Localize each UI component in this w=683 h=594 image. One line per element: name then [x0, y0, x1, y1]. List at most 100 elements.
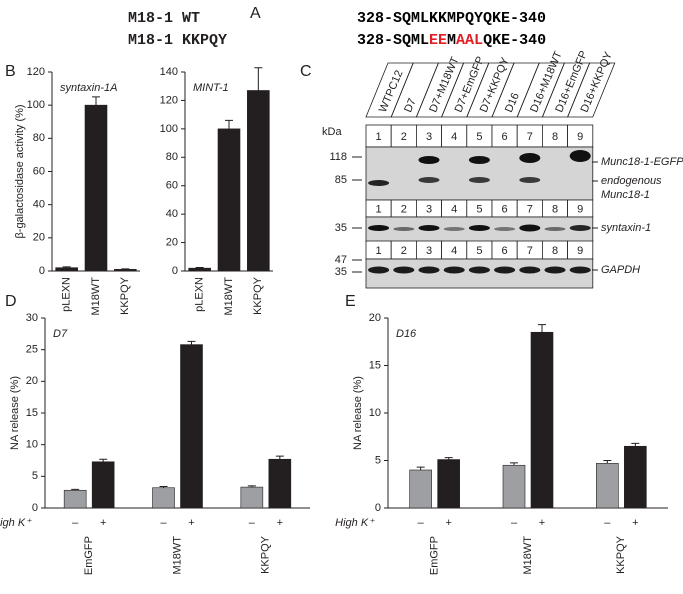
- bar: [84, 104, 108, 272]
- band-label: endogenous: [601, 175, 662, 187]
- error-bar: [195, 266, 204, 269]
- band: [443, 227, 465, 231]
- lane-number: 9: [577, 203, 583, 215]
- panel-label: E: [345, 293, 356, 310]
- band: [468, 156, 490, 164]
- series-label: –: [72, 517, 79, 529]
- x-tick-label: M18WT: [223, 277, 235, 316]
- panel-label: C: [300, 63, 312, 80]
- construct-name: M18-1 KKPQY: [128, 32, 227, 49]
- band: [544, 227, 566, 231]
- y-tick-label: 40: [33, 199, 45, 211]
- bar: [152, 487, 175, 509]
- bar: [596, 463, 619, 509]
- band-label: Munc18-1-EGFP: [601, 156, 683, 168]
- x-tick-label: KKPQY: [119, 276, 131, 315]
- lane-number: 7: [527, 245, 533, 257]
- lane-number: 3: [426, 203, 432, 215]
- sequence: 328-SQMLKKMPQYQKE-340: [357, 10, 546, 27]
- series-title: High K⁺: [0, 517, 32, 529]
- lane-number: 1: [376, 245, 382, 257]
- y-tick-label: 5: [375, 454, 381, 466]
- y-axis-label: β-galactosidase activity (%): [14, 104, 26, 238]
- y-tick-label: 0: [375, 502, 381, 514]
- y-tick-label: 25: [26, 344, 38, 356]
- band-label: syntaxin-1: [601, 222, 651, 234]
- lane-number: 2: [401, 131, 407, 143]
- lane-number: 3: [426, 245, 432, 257]
- y-tick-label: 120: [27, 66, 45, 78]
- unit-label: kDa: [322, 126, 342, 138]
- error-bar: [247, 485, 256, 488]
- band: [418, 266, 440, 274]
- x-tick-label: KKPQY: [252, 276, 264, 315]
- lane-number: 9: [577, 245, 583, 257]
- chart-title: D16: [396, 328, 417, 340]
- band: [418, 177, 440, 183]
- error-bar: [416, 466, 425, 470]
- band: [368, 225, 390, 231]
- error-bar: [603, 460, 612, 464]
- blot: [365, 146, 594, 201]
- band: [569, 150, 591, 162]
- error-bar: [444, 457, 453, 460]
- lane-number: 9: [577, 131, 583, 143]
- bar: [55, 267, 78, 272]
- lane-number: 7: [527, 203, 533, 215]
- error-bar: [538, 324, 546, 333]
- y-tick-label: 10: [26, 439, 38, 451]
- bar: [188, 267, 211, 272]
- lane-label: D7: [402, 97, 419, 115]
- y-tick-label: 20: [26, 375, 38, 387]
- band: [494, 266, 516, 274]
- x-tick-label: pLEXN: [61, 277, 73, 312]
- y-tick-label: 80: [166, 151, 178, 163]
- y-tick-label: 40: [166, 208, 178, 220]
- error-bar: [62, 266, 71, 268]
- error-bar: [254, 67, 263, 91]
- y-tick-label: 15: [26, 407, 38, 419]
- panel-label: B: [5, 63, 16, 80]
- bar: [530, 331, 554, 509]
- series-label: –: [249, 517, 256, 529]
- error-bar: [99, 458, 108, 462]
- lane-number: 6: [502, 245, 508, 257]
- marker-label: 85: [335, 174, 347, 186]
- chart-title: MINT-1: [193, 82, 229, 94]
- band-label: Munc18-1: [601, 189, 650, 201]
- lane-number: 5: [476, 245, 482, 257]
- panel-label: D: [5, 293, 17, 310]
- y-tick-label: 15: [369, 359, 381, 371]
- error-bar: [187, 340, 196, 345]
- error-bar: [159, 485, 168, 488]
- series-label: +: [188, 517, 194, 529]
- y-tick-label: 60: [33, 165, 45, 177]
- series-label: –: [160, 517, 167, 529]
- y-axis-label: NA release (%): [9, 376, 21, 450]
- sequence: 328-SQMLEEMAALQKE-340: [357, 32, 546, 49]
- bar: [240, 486, 264, 509]
- bar: [63, 489, 87, 509]
- sequence-segment: EE: [429, 32, 447, 49]
- series-label: –: [511, 517, 518, 529]
- lane-number: 5: [476, 131, 482, 143]
- y-axis-label: NA release (%): [352, 376, 364, 450]
- lane-number: 2: [401, 203, 407, 215]
- y-tick-label: 100: [160, 123, 178, 135]
- error-bar: [92, 96, 100, 106]
- bar: [268, 458, 292, 509]
- series-label: –: [418, 517, 425, 529]
- series-label: +: [539, 517, 545, 529]
- error-bar: [275, 455, 284, 460]
- series-label: +: [445, 517, 451, 529]
- band: [569, 225, 591, 231]
- bar: [437, 459, 460, 509]
- sequence-segment: 328-SQMLKKMPQYQKE-340: [357, 10, 546, 27]
- lane-number: 8: [552, 131, 558, 143]
- band: [368, 180, 390, 186]
- x-tick-label: M18WT: [171, 536, 183, 575]
- sequence-segment: 328-SQML: [357, 32, 429, 49]
- y-tick-label: 100: [27, 99, 45, 111]
- x-tick-label: KKPQY: [615, 535, 627, 574]
